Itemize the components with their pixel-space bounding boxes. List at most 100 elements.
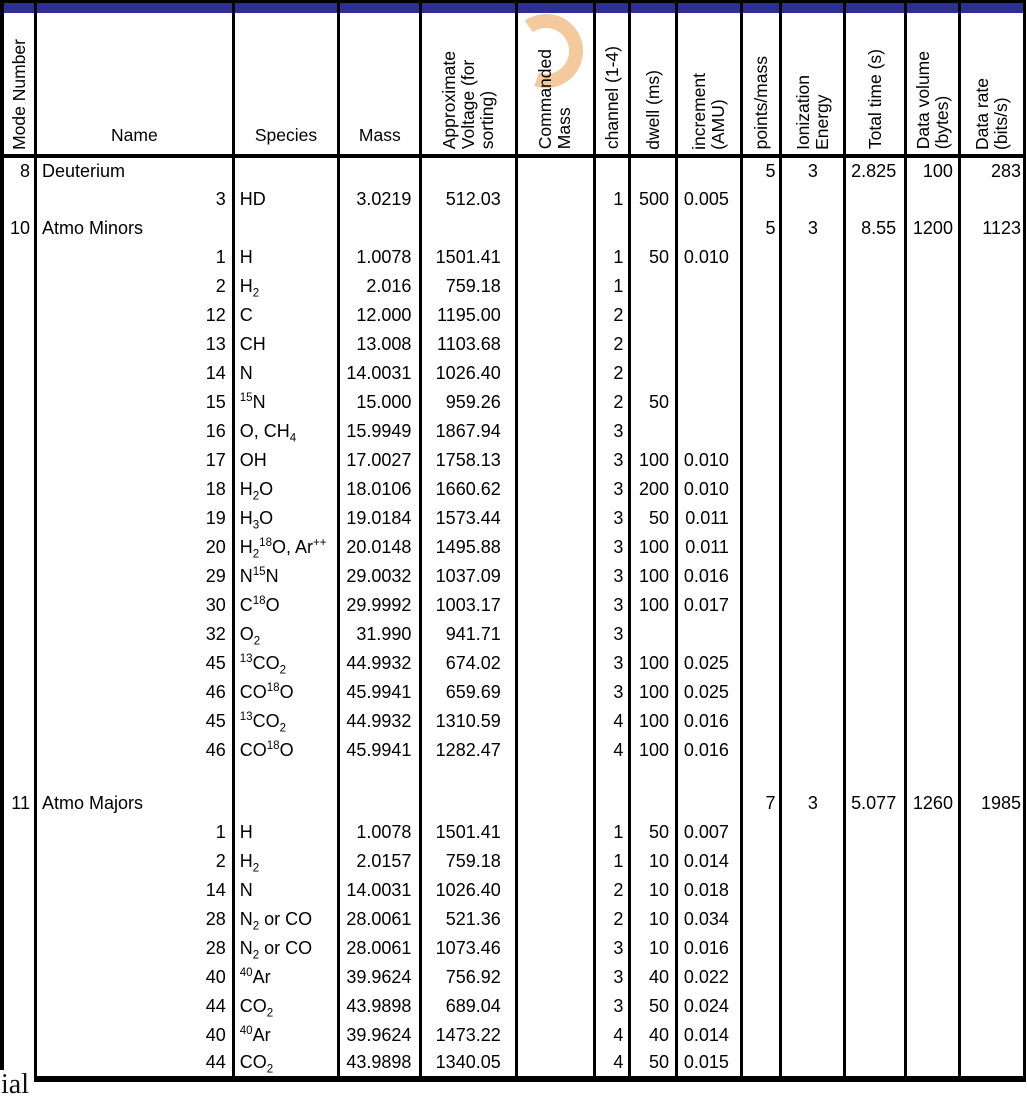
cell-commanded-mass-number: 16 <box>33 416 235 446</box>
cell-ion <box>779 962 847 992</box>
cell-inc <box>675 213 743 243</box>
cell-species: H2 <box>231 846 341 876</box>
mode-table: Mode Number Name Species Mass Approximate Vo… <box>0 0 1027 1082</box>
cell-volt: 521.36 <box>419 904 518 934</box>
cell-species: H2O <box>231 474 341 504</box>
species-row: 13 CH 13.008 1103.68 2 <box>0 329 1027 359</box>
cell-species: N15N <box>231 561 341 591</box>
cell-ion <box>779 846 847 876</box>
cell-vol <box>904 619 961 649</box>
cell-vol <box>904 329 961 359</box>
cell-ion <box>779 503 847 533</box>
cell-inc: 0.015 <box>675 1049 743 1079</box>
cell-ion <box>779 817 847 847</box>
cell-cmass <box>514 416 596 446</box>
cell-mass: 28.0061 <box>337 904 423 934</box>
species-row: 45 13CO2 44.9932 1310.59 4 100 0.016 <box>0 706 1027 736</box>
cell-cmass <box>514 904 596 934</box>
cell-ppm <box>739 474 783 504</box>
cell-species: H3O <box>231 503 341 533</box>
spacer-cell <box>592 764 632 789</box>
cell-mode <box>0 590 37 620</box>
cell-volt: 1037.09 <box>419 561 518 591</box>
cell-mode <box>0 619 37 649</box>
cell-rate <box>957 416 1027 446</box>
cell-inc: 0.014 <box>675 1020 743 1050</box>
cell-mode <box>0 875 37 905</box>
cell-mode <box>0 561 37 591</box>
cell-cmass <box>514 735 596 765</box>
cell-dwell: 50 <box>628 817 678 847</box>
cell-inc: 0.016 <box>675 933 743 963</box>
cell-rate: 1985 <box>957 788 1027 818</box>
cell-rate <box>957 503 1027 533</box>
cell-time <box>843 1049 908 1079</box>
cell-mode <box>0 387 37 417</box>
cell-ppm <box>739 1020 783 1050</box>
cell-rate <box>957 904 1027 934</box>
cell-volt: 759.18 <box>419 271 518 301</box>
cell-cmass <box>514 184 596 214</box>
cell-commanded-mass-number: 2 <box>33 271 235 301</box>
cell-dwell <box>628 300 678 330</box>
col-header-ppm: points/mass <box>739 12 783 158</box>
cell-mass: 43.9898 <box>337 1049 423 1079</box>
cell-dwell: 10 <box>628 904 678 934</box>
col-header-time: Total time (s) <box>843 12 908 158</box>
cell-ch: 1 <box>592 846 632 876</box>
cell-cmass <box>514 590 596 620</box>
cell-name: Deuterium <box>33 155 235 185</box>
species-row: 45 13CO2 44.9932 674.02 3 100 0.025 <box>0 648 1027 678</box>
cell-ppm <box>739 619 783 649</box>
cell-cmass <box>514 503 596 533</box>
cell-cmass <box>514 474 596 504</box>
cell-vol <box>904 904 961 934</box>
cell-vol <box>904 242 961 272</box>
cell-time <box>843 735 908 765</box>
cell-time <box>843 962 908 992</box>
cell-ch: 3 <box>592 991 632 1021</box>
cell-mass: 2.0157 <box>337 846 423 876</box>
cell-commanded-mass-number: 28 <box>33 933 235 963</box>
col-header-label: Mass <box>358 124 401 145</box>
cell-rate <box>957 619 1027 649</box>
cell-mode <box>0 358 37 388</box>
mode-group-row: 10 Atmo Minors 5 3 8.55 1200 1123 <box>0 213 1027 243</box>
cell-mode <box>0 648 37 678</box>
cell-ch: 3 <box>592 474 632 504</box>
cell-mode <box>0 416 37 446</box>
cell-volt: 1103.68 <box>419 329 518 359</box>
col-header-drate: Data rate (bits/s) <box>957 12 1027 158</box>
cell-ch: 3 <box>592 962 632 992</box>
cell-species: 13CO2 <box>231 648 341 678</box>
spacer-cell <box>231 764 341 789</box>
cell-vol <box>904 1020 961 1050</box>
cell-species <box>231 213 341 243</box>
cell-ppm <box>739 416 783 446</box>
cell-ch: 3 <box>592 590 632 620</box>
cell-dwell: 100 <box>628 648 678 678</box>
cell-species: O, CH4 <box>231 416 341 446</box>
cell-rate <box>957 532 1027 562</box>
cell-ion <box>779 904 847 934</box>
cell-cmass <box>514 213 596 243</box>
cell-rate <box>957 445 1027 475</box>
cell-mass <box>337 155 423 185</box>
cell-ion <box>779 706 847 736</box>
table-body: 8 Deuterium 5 3 2.825 100 283 3 HD 3.0219 512.03 1 5… <box>0 155 1027 1079</box>
cell-vol <box>904 300 961 330</box>
cell-rate <box>957 1020 1027 1050</box>
cell-volt: 1073.46 <box>419 933 518 963</box>
cell-dwell: 200 <box>628 474 678 504</box>
header-row: Mode Number Name Species Mass Approximate Vo… <box>0 12 1027 158</box>
cell-mass: 18.0106 <box>337 474 423 504</box>
col-header-label: Mode Number <box>8 38 29 150</box>
cell-inc <box>675 358 743 388</box>
mode-group-row: 8 Deuterium 5 3 2.825 100 283 <box>0 155 1027 185</box>
cell-time <box>843 329 908 359</box>
cell-vol <box>904 962 961 992</box>
species-row: 44 CO2 43.9898 689.04 3 50 0.024 <box>0 991 1027 1021</box>
cell-dwell <box>628 213 678 243</box>
cell-mass: 31.990 <box>337 619 423 649</box>
blue-bar-segment <box>231 1 341 13</box>
